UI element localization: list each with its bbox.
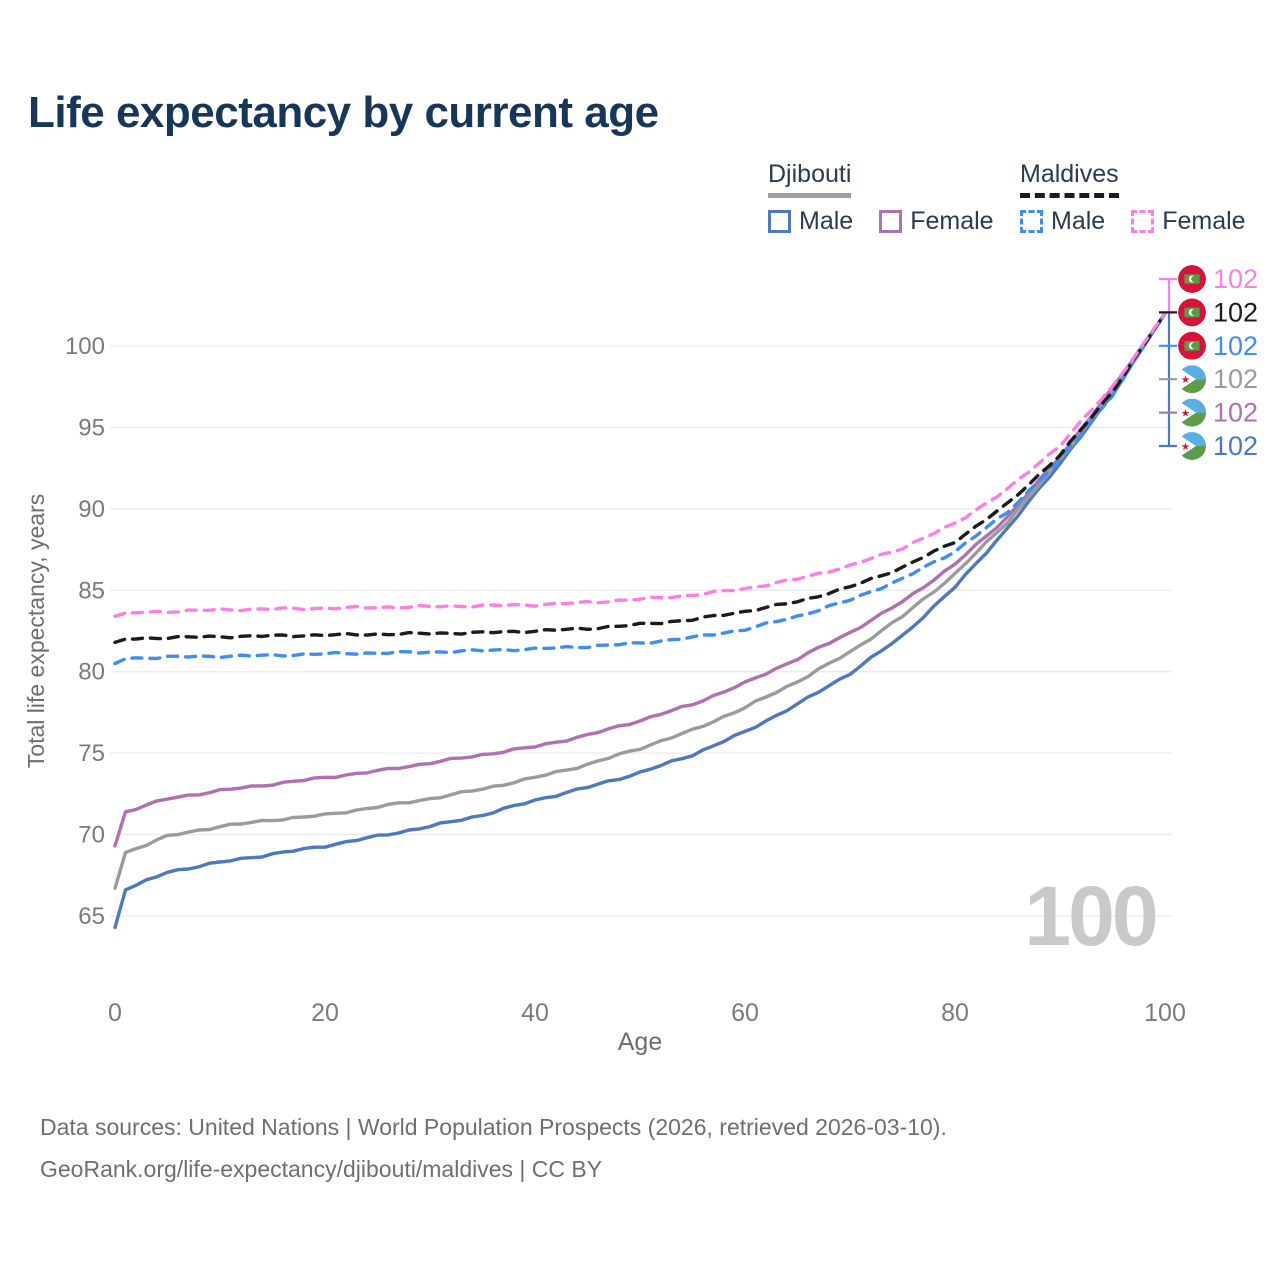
x-tick-100: 100 — [1144, 999, 1186, 1027]
flag-icon-maldives — [1178, 265, 1206, 293]
page-title: Life expectancy by current age — [28, 88, 659, 137]
legend-item-djibouti-female[interactable]: Female — [879, 207, 994, 236]
series-line-maldives-total — [113, 311, 1167, 645]
y-tick-75: 75 — [78, 740, 105, 767]
end-value-label-djibouti-female: 102 — [1213, 398, 1258, 428]
series-line-maldives-female — [113, 311, 1167, 618]
legend-swatch-maldives-male[interactable] — [1020, 210, 1043, 233]
series-line-maldives-male — [113, 311, 1167, 666]
svg-text:★: ★ — [1181, 441, 1190, 453]
series-line-djibouti-total — [113, 311, 1167, 890]
series-line-djibouti-male — [113, 311, 1167, 930]
y-tick-80: 80 — [78, 659, 105, 686]
legend-item-maldives-male[interactable]: Male — [1020, 207, 1105, 236]
legend-group-maldives: Maldives Male Female — [1020, 160, 1246, 236]
x-tick-0: 0 — [108, 999, 122, 1027]
footer-data-sources: Data sources: United Nations | World Pop… — [40, 1114, 947, 1140]
legend-header-maldives[interactable]: Maldives — [1020, 160, 1119, 198]
legend-label-djibouti-male[interactable]: Male — [799, 207, 854, 235]
flag-icon-djibouti: ★ — [1178, 365, 1206, 394]
legend-item-maldives-female[interactable]: Female — [1131, 207, 1246, 236]
legend-swatch-maldives-female[interactable] — [1131, 210, 1155, 233]
y-tick-70: 70 — [78, 822, 105, 849]
y-tick-100: 100 — [65, 333, 105, 360]
legend-swatch-djibouti-male[interactable] — [768, 210, 791, 233]
end-value-label-maldives-total: 102 — [1213, 297, 1258, 327]
end-value-label-maldives-female: 102 — [1213, 264, 1258, 294]
svg-text:★: ★ — [1181, 374, 1190, 386]
legend-label-maldives-female[interactable]: Female — [1162, 207, 1246, 235]
x-tick-60: 60 — [731, 999, 759, 1027]
end-value-label-djibouti-male: 102 — [1213, 431, 1258, 461]
legend-header-djibouti[interactable]: Djibouti — [768, 160, 852, 198]
y-tick-90: 90 — [78, 496, 105, 523]
y-tick-85: 85 — [78, 577, 105, 604]
end-value-label-maldives-male: 102 — [1213, 331, 1258, 361]
x-tick-80: 80 — [941, 999, 969, 1027]
legend-items-djibouti: Male Female — [768, 207, 994, 236]
x-axis-label: Age — [618, 1028, 662, 1056]
svg-text:★: ★ — [1181, 408, 1190, 420]
y-tick-65: 65 — [78, 903, 105, 930]
y-tick-95: 95 — [78, 414, 105, 441]
flag-icon-djibouti: ★ — [1178, 432, 1206, 460]
flag-icon-maldives — [1178, 331, 1206, 360]
footer: Data sources: United Nations | World Pop… — [40, 1106, 947, 1190]
footer-attribution: GeoRank.org/life-expectancy/djibouti/mal… — [40, 1156, 603, 1182]
y-axis-label: Total life expectancy, years — [23, 494, 49, 768]
x-tick-40: 40 — [521, 999, 549, 1027]
flag-icon-djibouti: ★ — [1178, 398, 1206, 427]
flag-icon-maldives — [1178, 298, 1206, 327]
age-watermark: 100 — [1024, 869, 1158, 963]
legend-label-djibouti-female[interactable]: Female — [910, 207, 994, 235]
legend-items-maldives: Male Female — [1020, 207, 1246, 236]
legend-item-djibouti-male[interactable]: Male — [768, 207, 853, 236]
x-tick-20: 20 — [311, 999, 339, 1027]
legend-label-maldives-male[interactable]: Male — [1051, 207, 1106, 235]
series-line-djibouti-female — [113, 311, 1167, 848]
legend-swatch-djibouti-female[interactable] — [879, 210, 903, 233]
legend-group-djibouti: Djibouti Male Female — [768, 160, 994, 236]
end-value-label-djibouti-total: 102 — [1213, 364, 1258, 394]
